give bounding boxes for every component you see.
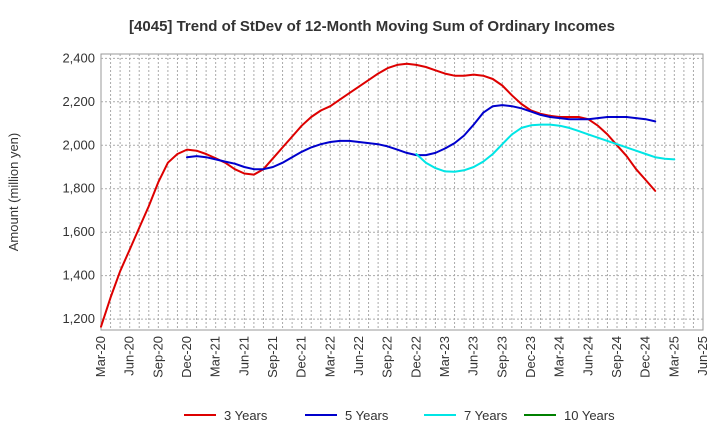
y-tick-label: 2,400 xyxy=(62,50,95,65)
x-tick-label: Sep-22 xyxy=(380,336,395,378)
x-tick-labels: Mar-20 Jun-20 Sep-20 Dec-20 Mar-21 Jun-21 Sep-… xyxy=(93,336,710,378)
y-tick-label: 2,200 xyxy=(62,94,95,109)
x-tick-label: Mar-21 xyxy=(208,336,223,377)
plot-area xyxy=(100,53,704,331)
chart-title: [4045] Trend of StDev of 12-Month Moving… xyxy=(129,18,615,35)
x-tick-label: Jun-23 xyxy=(466,336,481,376)
x-tick-label: Dec-20 xyxy=(179,336,194,378)
x-tick-label: Jun-25 xyxy=(695,336,710,376)
x-tick-label: Jun-20 xyxy=(122,336,137,376)
x-tick-label: Dec-23 xyxy=(523,336,538,378)
grid xyxy=(101,54,703,330)
x-tick-label: Sep-24 xyxy=(609,336,624,378)
x-tick-label: Mar-22 xyxy=(322,336,337,377)
series-line-7-years xyxy=(415,123,676,173)
x-tick-label: Mar-25 xyxy=(666,336,681,377)
x-tick-label: Jun-24 xyxy=(580,336,595,376)
legend-label-10-years: 10 Years xyxy=(564,408,615,423)
x-tick-label: Mar-23 xyxy=(437,336,452,377)
legend-label-3-years: 3 Years xyxy=(224,408,268,423)
x-tick-label: Dec-22 xyxy=(408,336,423,378)
x-tick-label: Mar-20 xyxy=(93,336,108,377)
series-line-3-years xyxy=(100,62,657,328)
series-lines xyxy=(100,62,676,328)
x-tick-label: Sep-23 xyxy=(494,336,509,378)
y-axis-label: Amount (million yen) xyxy=(6,133,21,252)
legend-label-7-years: 7 Years xyxy=(464,408,508,423)
x-tick-label: Jun-21 xyxy=(236,336,251,376)
x-tick-label: Sep-20 xyxy=(150,336,165,378)
y-tick-label: 1,800 xyxy=(62,181,95,196)
series-line-5-years xyxy=(186,104,657,171)
legend-label-5-years: 5 Years xyxy=(345,408,389,423)
x-tick-label: Mar-24 xyxy=(552,336,567,377)
y-tick-label: 1,200 xyxy=(62,311,95,326)
x-tick-label: Jun-22 xyxy=(351,336,366,376)
y-tick-label: 1,400 xyxy=(62,268,95,283)
x-tick-label: Dec-24 xyxy=(638,336,653,378)
y-tick-labels: 1,200 1,400 1,600 1,800 2,000 2,200 2,400 xyxy=(62,50,95,326)
y-tick-label: 2,000 xyxy=(62,137,95,152)
x-tick-label: Sep-21 xyxy=(265,336,280,378)
legend: 3 Years 5 Years 7 Years 10 Years xyxy=(184,408,615,423)
x-tick-label: Dec-21 xyxy=(294,336,309,378)
y-tick-label: 1,600 xyxy=(62,224,95,239)
